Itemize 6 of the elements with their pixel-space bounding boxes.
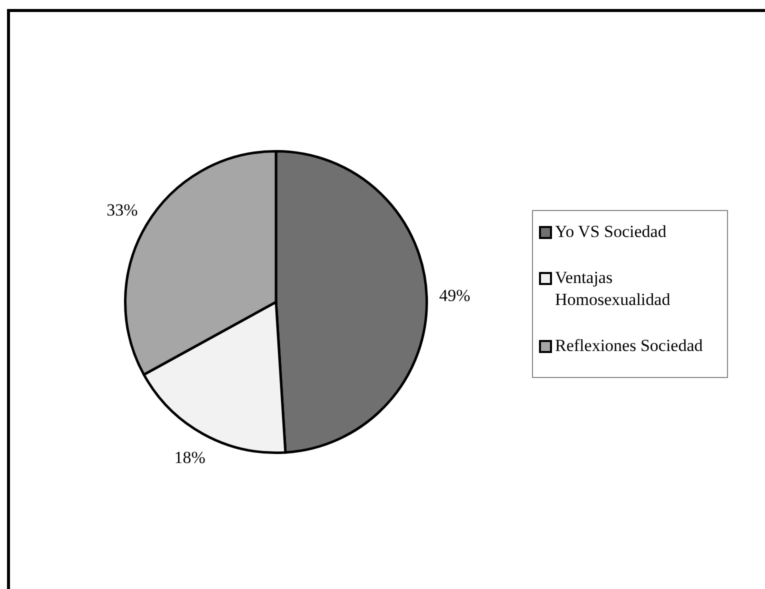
legend-label: Ventajas Homosexualidad xyxy=(555,267,672,311)
data-label: 33% xyxy=(106,200,138,220)
data-label: 18% xyxy=(174,448,206,468)
data-label: 49% xyxy=(439,286,470,305)
legend-label: Reflexiones Sociedad xyxy=(555,335,704,357)
legend-label: Yo VS Sociedad xyxy=(555,221,668,243)
